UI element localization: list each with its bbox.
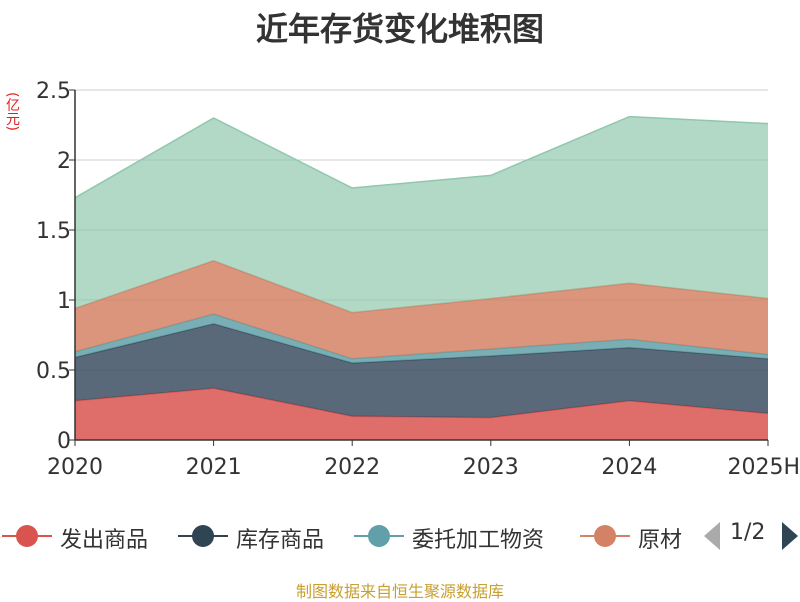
legend-label-1: 库存商品: [236, 528, 325, 553]
legend-page-indicator: 1/2: [730, 520, 766, 545]
y-tick-label-5: 2.5: [36, 79, 71, 104]
legend-swatch-1: [192, 525, 214, 547]
area-series-4: [75, 116, 768, 313]
legend-swatch-2: [368, 525, 390, 547]
x-tick-label-1: 2021: [186, 455, 242, 480]
area-series-1: [75, 323, 768, 418]
legend-pager: 1/2: [700, 516, 800, 556]
x-tick-label-3: 2023: [463, 455, 519, 480]
legend-next-icon[interactable]: [782, 522, 798, 550]
legend-label-3: 原材: [638, 528, 683, 553]
line-series-4: [74, 115, 769, 199]
y-tick-label-4: 2: [57, 149, 71, 174]
data-source-note: 制图数据来自恒生聚源数据库: [295, 582, 504, 601]
y-tick-label-3: 1.5: [36, 219, 71, 244]
x-tick-label-5: 2025H: [727, 455, 800, 480]
chart-title: 近年存货变化堆积图: [255, 10, 544, 48]
legend-swatch-0: [16, 525, 38, 547]
legend-prev-icon[interactable]: [704, 522, 720, 550]
legend-label-0: 发出商品: [60, 528, 149, 553]
x-tick-label-0: 2020: [47, 455, 103, 480]
y-tick-label-2: 1: [57, 289, 71, 314]
legend-label-2: 委托加工物资: [412, 528, 545, 553]
area-series-2: [75, 314, 768, 363]
y-tick-label-1: 0.5: [36, 359, 71, 384]
area-series-0: [75, 388, 768, 440]
y-axis-unit: (亿元): [4, 92, 20, 131]
x-tick-label-4: 2024: [601, 455, 657, 480]
area-series-3: [75, 260, 768, 359]
legend: 发出商品 库存商品 委托加工物资 原材: [0, 516, 690, 556]
legend-swatch-3: [594, 525, 616, 547]
x-tick-label-2: 2022: [324, 455, 380, 480]
y-tick-label-0: 0: [57, 429, 71, 454]
